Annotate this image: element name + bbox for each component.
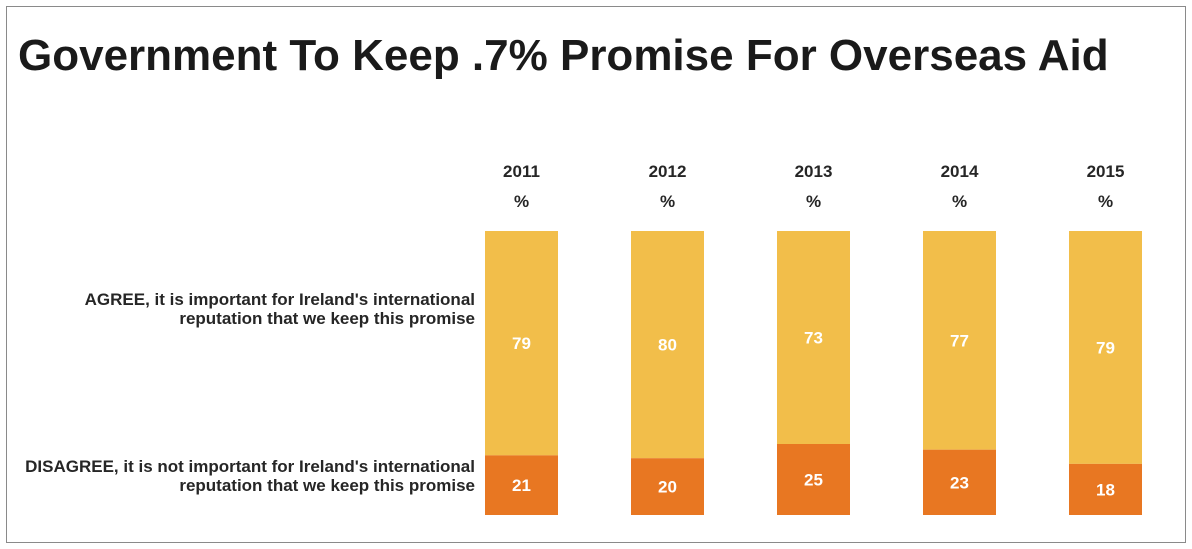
year-label-2015: 2015 xyxy=(1087,162,1125,181)
disagree-series-label: DISAGREE, it is not important for Irelan… xyxy=(25,457,475,495)
year-label-2014: 2014 xyxy=(941,162,979,181)
disagree-bar-2012 xyxy=(631,458,704,515)
agree-value-2015: 79 xyxy=(1096,338,1115,357)
unit-label-2013: % xyxy=(806,192,821,211)
agree-value-2011: 79 xyxy=(512,334,531,353)
agree-value-2014: 77 xyxy=(950,331,969,350)
disagree-bar-2011 xyxy=(485,455,558,515)
year-label-2013: 2013 xyxy=(795,162,833,181)
disagree-bar-2013 xyxy=(777,444,850,515)
agree-series-label: AGREE, it is important for Ireland's int… xyxy=(84,290,475,328)
agree-bar-2014 xyxy=(923,231,996,450)
year-label-2011: 2011 xyxy=(503,162,540,181)
disagree-value-2015: 18 xyxy=(1096,480,1115,499)
agree-bar-2013 xyxy=(777,231,850,444)
disagree-bar-2014 xyxy=(923,449,996,515)
disagree-value-2012: 20 xyxy=(658,478,677,497)
year-label-2012: 2012 xyxy=(649,162,687,181)
agree-value-2013: 73 xyxy=(804,329,823,348)
unit-label-2014: % xyxy=(952,192,967,211)
unit-label-2011: % xyxy=(514,192,529,211)
disagree-value-2011: 21 xyxy=(512,476,531,495)
disagree-value-2014: 23 xyxy=(950,473,969,492)
disagree-value-2013: 25 xyxy=(804,471,823,490)
unit-label-2015: % xyxy=(1098,192,1113,211)
unit-label-2012: % xyxy=(660,192,675,211)
disagree-bar-2015 xyxy=(1069,463,1142,515)
agree-bar-2011 xyxy=(485,231,558,456)
agree-bar-2015 xyxy=(1069,231,1142,464)
chart-title: Government To Keep .7% Promise For Overs… xyxy=(18,31,1109,80)
agree-value-2012: 80 xyxy=(658,336,677,355)
agree-bar-2012 xyxy=(631,231,704,459)
